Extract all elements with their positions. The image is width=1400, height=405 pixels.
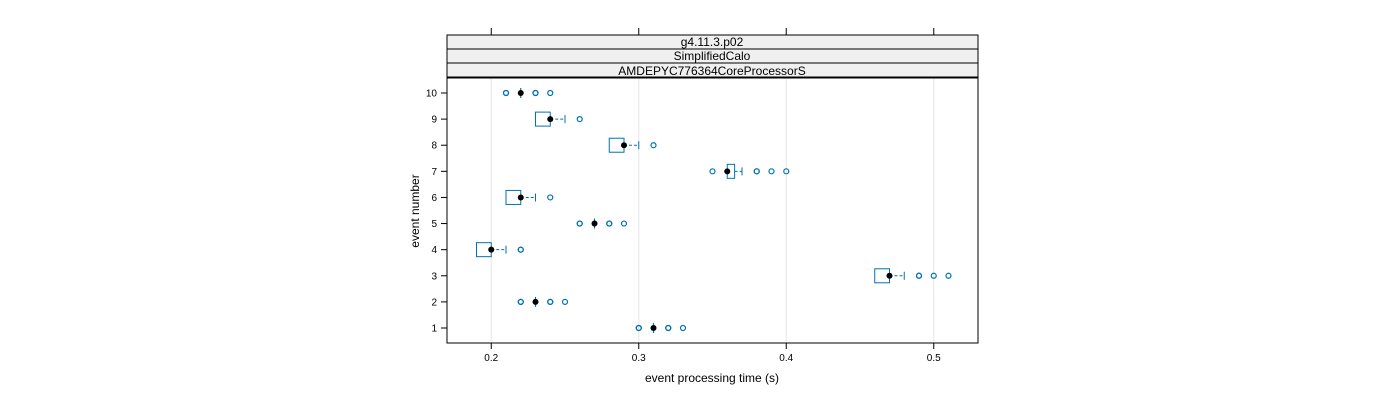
x-tick-label-3: 0.5 xyxy=(927,353,941,364)
strip-0-label: g4.11.3.p02 xyxy=(681,35,744,49)
y-tick-label-8: 8 xyxy=(431,141,437,152)
y-tick-label-4: 4 xyxy=(431,245,437,256)
x-axis-label: event processing time (s) xyxy=(645,371,779,385)
strip-headers: g4.11.3.p02 SimplifiedCalo AMDEPYC776364… xyxy=(446,34,979,78)
x-tick-label-2: 0.4 xyxy=(779,353,793,364)
median-point xyxy=(488,246,495,253)
box-marks xyxy=(476,88,952,333)
median-point xyxy=(886,272,893,279)
box-event-4 xyxy=(476,242,524,258)
median-point xyxy=(517,194,524,201)
median-point xyxy=(547,116,554,123)
median-point xyxy=(591,220,598,227)
outlier-point xyxy=(650,142,657,149)
box-event-1 xyxy=(635,323,687,333)
outlier-point xyxy=(576,116,583,123)
y-axis: 1 2 3 4 5 6 7 8 9 10 xyxy=(426,89,447,335)
outlier-point xyxy=(547,194,554,201)
outlier-point xyxy=(679,324,687,332)
median-point xyxy=(621,142,627,149)
outlier-point xyxy=(502,89,510,97)
outlier-point xyxy=(576,220,583,227)
outlier-point xyxy=(945,272,952,279)
y-tick-label-2: 2 xyxy=(431,297,437,308)
box-event-3 xyxy=(874,268,952,284)
outlier-point xyxy=(930,272,937,279)
outlier-point xyxy=(547,298,554,305)
y-tick-label-1: 1 xyxy=(431,324,437,335)
outlier-point xyxy=(606,220,613,227)
median-point xyxy=(532,298,539,305)
y-tick-label-6: 6 xyxy=(431,193,437,204)
median-point xyxy=(724,168,731,175)
outlier-point xyxy=(532,89,539,97)
outlier-point xyxy=(547,89,554,97)
y-tick-label-9: 9 xyxy=(431,115,437,126)
median-point xyxy=(517,90,524,96)
y-tick-label-3: 3 xyxy=(431,271,437,282)
outlier-point xyxy=(517,298,524,305)
x-tick-label-1: 0.3 xyxy=(632,353,646,364)
box-event-8 xyxy=(608,137,657,153)
outlier-point xyxy=(635,324,642,332)
outlier-point xyxy=(620,220,628,227)
outlier-point xyxy=(709,168,716,175)
y-tick-label-7: 7 xyxy=(431,167,437,178)
outlier-point xyxy=(915,272,923,279)
y-tick-label-10: 10 xyxy=(426,89,438,100)
outlier-point xyxy=(517,246,524,253)
outlier-point xyxy=(768,168,775,175)
outlier-point xyxy=(783,168,790,175)
strip-1-label: SimplifiedCalo xyxy=(674,49,751,63)
box-event-5 xyxy=(576,218,628,229)
y-axis-label: event number xyxy=(408,174,422,247)
strip-2-label: AMDEPYC776364CoreProcessorS xyxy=(618,64,805,78)
box-event-9 xyxy=(535,111,583,127)
y-tick-label-5: 5 xyxy=(431,219,437,230)
x-axis: 0.2 0.3 0.4 0.5 xyxy=(484,343,941,364)
outlier-point xyxy=(561,298,569,305)
median-point xyxy=(650,325,657,331)
box-event-6 xyxy=(505,189,554,205)
box-event-2 xyxy=(517,296,569,307)
x-tick-label-0: 0.2 xyxy=(484,353,498,364)
outlier-point xyxy=(753,168,760,175)
panel-frame xyxy=(446,77,979,344)
box-event-10 xyxy=(502,88,554,98)
box-event-7 xyxy=(709,163,790,179)
outlier-point xyxy=(665,324,672,332)
gridlines xyxy=(490,78,935,343)
strip-2-bg xyxy=(446,62,979,78)
top-axis-ticks xyxy=(490,28,935,35)
